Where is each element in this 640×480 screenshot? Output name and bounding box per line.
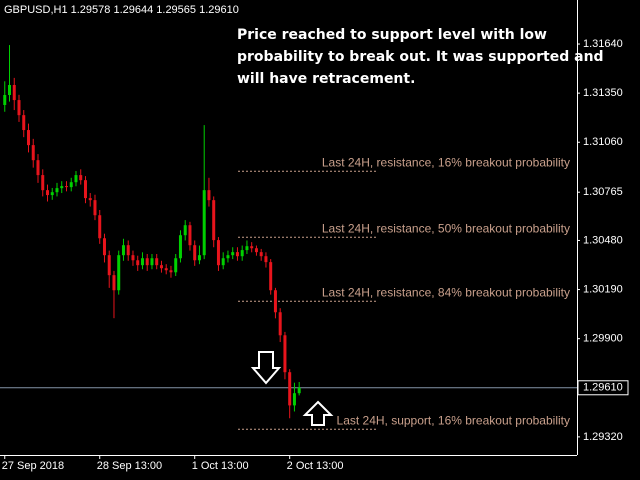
annotation-line: probability to break out. It was support… — [237, 49, 604, 65]
candle-body — [283, 335, 287, 373]
y-tick-label: 1.29900 — [583, 333, 623, 345]
y-tick-label: 1.30480 — [583, 234, 623, 246]
candle-body — [221, 258, 225, 266]
level-label: Last 24H, support, 16% breakout probabil… — [337, 413, 570, 427]
candle-body — [193, 245, 197, 261]
level-label: Last 24H, resistance, 16% breakout proba… — [322, 155, 570, 169]
candle-body — [140, 258, 144, 266]
candle-body — [131, 255, 135, 261]
candle-body — [112, 275, 116, 291]
x-tick-label: 27 Sep 2018 — [2, 460, 64, 472]
candle-body — [26, 130, 30, 146]
candle-body — [269, 262, 273, 291]
candle-body — [212, 200, 216, 241]
candle-body — [159, 265, 163, 269]
down-arrow — [250, 351, 282, 385]
up-arrow — [302, 400, 334, 426]
candle-body — [64, 186, 68, 188]
candle-body — [164, 268, 168, 271]
candle-body — [126, 245, 130, 256]
candle-body — [60, 186, 64, 189]
candle-body — [254, 248, 258, 253]
candle-body — [121, 245, 125, 256]
candle-body — [3, 94, 7, 105]
y-tick-label: 1.30190 — [583, 283, 623, 295]
candle-body — [12, 85, 16, 101]
candle-body — [145, 258, 149, 266]
candle-body — [235, 252, 239, 257]
current-price-label: 1.29610 — [583, 382, 623, 394]
candle-body — [17, 100, 21, 116]
candle-body — [50, 192, 54, 196]
candle-body — [22, 115, 26, 131]
candle-body — [216, 240, 220, 266]
candle-body — [74, 175, 78, 183]
candle-body — [36, 160, 40, 176]
candle-body — [117, 255, 121, 291]
annotation-line: will have retracement. — [237, 71, 415, 87]
x-tick-label: 28 Sep 13:00 — [97, 460, 162, 472]
y-tick-label: 1.31350 — [583, 87, 623, 99]
candle-body — [297, 387, 301, 394]
candle-body — [202, 190, 206, 256]
level-label: Last 24H, resistance, 50% breakout proba… — [322, 221, 570, 235]
candle-body — [7, 85, 11, 95]
candle-body — [93, 200, 97, 216]
header: GBPUSD,H1 1.29578 1.29644 1.29565 1.2961… — [4, 4, 239, 16]
candle-body — [150, 258, 154, 266]
candle-body — [174, 258, 178, 273]
candle-body — [31, 145, 35, 161]
x-tick-label: 2 Oct 13:00 — [287, 460, 344, 472]
candle-body — [178, 235, 182, 259]
candle-body — [259, 252, 263, 257]
candle-body — [136, 260, 140, 266]
candle-body — [41, 175, 45, 191]
candle-body — [155, 258, 159, 266]
candle-body — [107, 255, 111, 276]
y-tick-label: 1.31060 — [583, 136, 623, 148]
candle-body — [88, 198, 92, 201]
candle-body — [288, 372, 292, 406]
candle-body — [273, 290, 277, 313]
candle-body — [292, 393, 296, 406]
y-tick-label: 1.31640 — [583, 38, 623, 50]
level-label: Last 24H, resistance, 84% breakout proba… — [322, 285, 570, 299]
candle-body — [240, 250, 244, 257]
candle-body — [83, 180, 87, 199]
candle-body — [226, 255, 230, 259]
candle-body — [245, 246, 249, 251]
candle-body — [45, 190, 49, 196]
candle-body — [231, 252, 235, 256]
candle-body — [188, 225, 192, 246]
candle-body — [183, 225, 187, 236]
candle-body — [250, 246, 254, 249]
candle-body — [55, 188, 59, 193]
y-tick-label: 1.29320 — [583, 431, 623, 443]
candle-body — [102, 238, 106, 256]
candle-body — [264, 256, 268, 263]
candle-body — [278, 312, 282, 336]
y-tick-label: 1.30765 — [583, 186, 623, 198]
candle-body — [69, 182, 73, 188]
candle-body — [98, 215, 102, 239]
candle-body — [197, 255, 201, 261]
candle-body — [169, 270, 173, 273]
current-price-box — [577, 380, 629, 396]
candle-body — [79, 175, 83, 181]
annotation-line: Price reached to support level with low — [237, 27, 547, 43]
candle-body — [207, 190, 211, 201]
x-tick-label: 1 Oct 13:00 — [192, 460, 249, 472]
